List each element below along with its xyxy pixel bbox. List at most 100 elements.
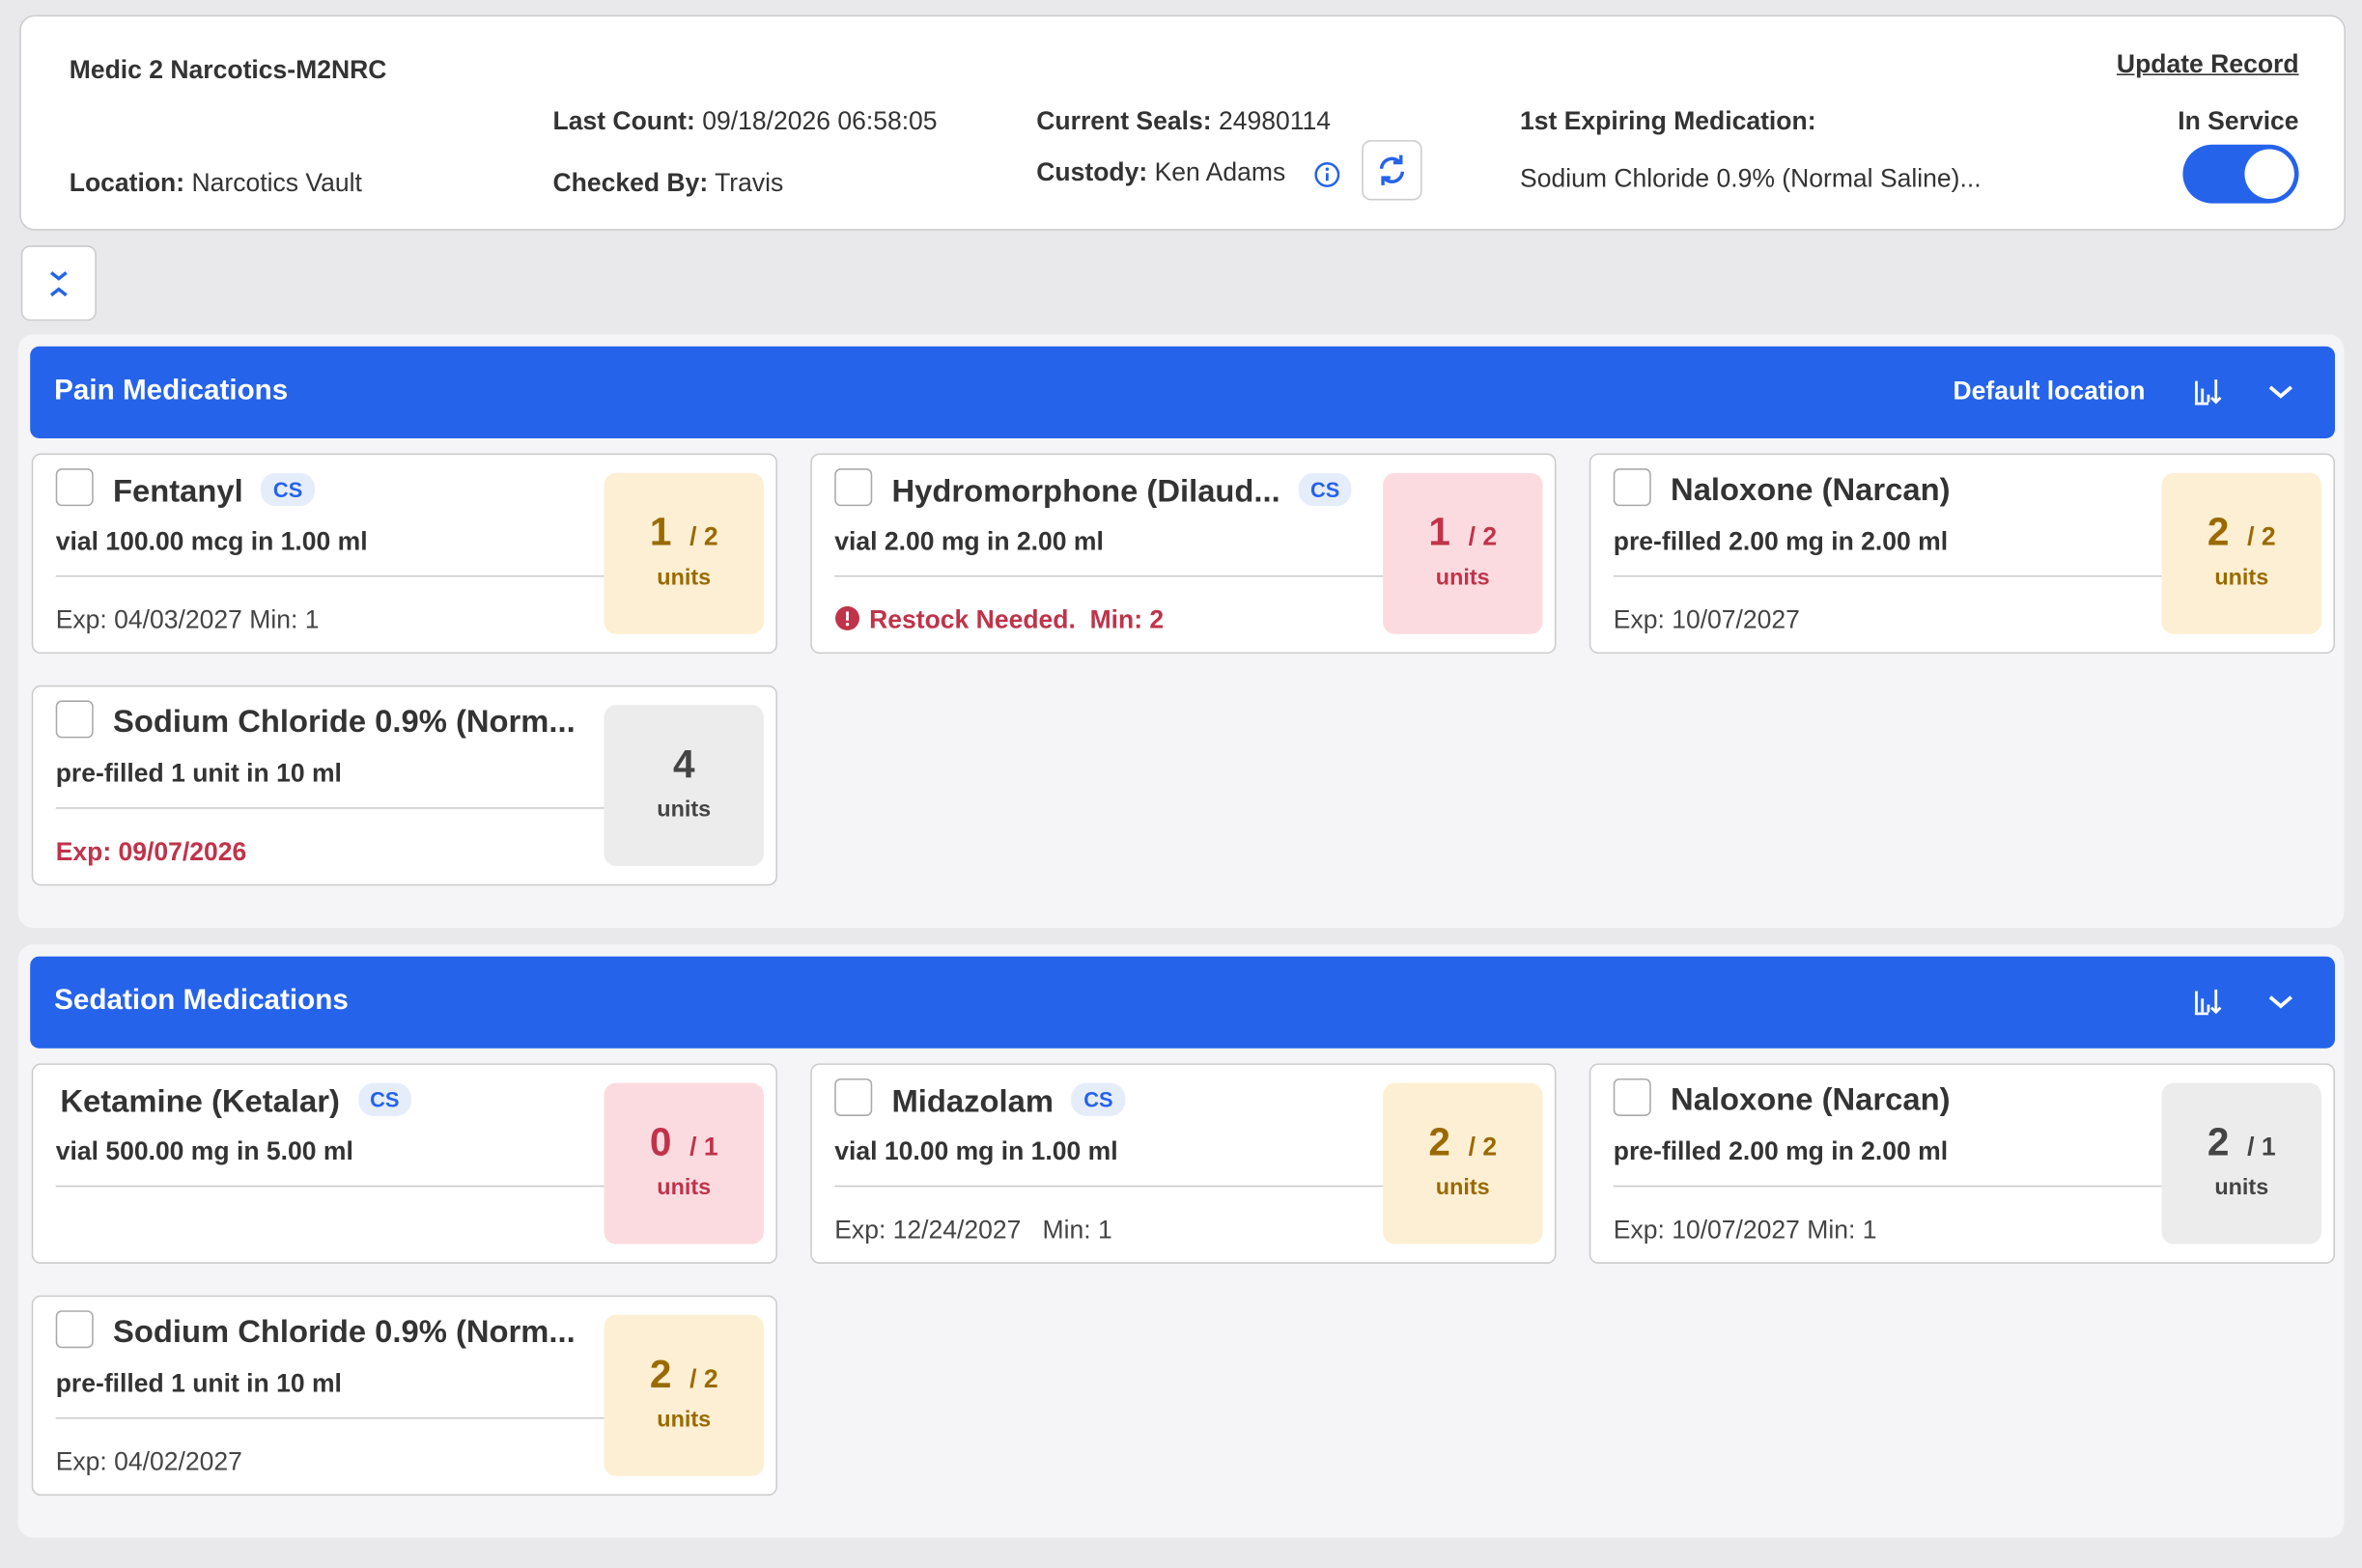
count: 1 / 2 — [605, 509, 764, 555]
sort-icon[interactable] — [2190, 374, 2226, 409]
capacity: / 1 — [689, 1133, 718, 1162]
note: Exp: 09/07/2026 — [56, 837, 247, 867]
default-location[interactable]: Default location — [1953, 377, 2146, 406]
checkbox[interactable] — [1613, 468, 1651, 507]
checked-by: Checked By: Travis — [553, 169, 784, 199]
refresh-button[interactable] — [1362, 140, 1422, 201]
quantity: 2 — [2207, 509, 2230, 555]
note: Exp: 04/03/2027 Min: 1 — [56, 605, 320, 635]
info-icon[interactable] — [1313, 161, 1340, 188]
divider — [55, 574, 606, 577]
medication-card[interactable]: Ketamine (Ketalar) CS vial 500.00 mg in 5.… — [31, 1063, 777, 1264]
quantity: 2 — [2207, 1119, 2230, 1164]
divider — [55, 807, 606, 809]
sort-icon[interactable] — [2190, 984, 2226, 1020]
value: 24980114 — [1218, 106, 1331, 136]
count: 2 / 2 — [1383, 1119, 1542, 1165]
units-label: units — [1435, 565, 1490, 591]
note: Restock Needed. Min: 2 — [834, 605, 1164, 635]
description: vial 100.00 mcg in 1.00 ml — [55, 527, 368, 556]
update-record-link[interactable]: Update Record — [2116, 49, 2299, 79]
description: vial 500.00 mg in 5.00 ml — [55, 1136, 353, 1166]
collapse-all-button[interactable] — [20, 245, 97, 322]
medication-card[interactable]: Naloxone (Narcan) pre-filled 2.00 mg in 2… — [1589, 1063, 2335, 1264]
checkbox[interactable] — [834, 468, 873, 507]
count: 2 / 2 — [2162, 509, 2321, 555]
section-title: Pain Medications — [54, 375, 289, 407]
quantity: 1 — [649, 509, 672, 555]
description: vial 10.00 mg in 1.00 ml — [834, 1136, 1118, 1166]
medication-name: Sodium Chloride 0.9% (Norm... — [113, 705, 576, 741]
note: Exp: 04/02/2027 — [56, 1447, 242, 1477]
checkbox[interactable] — [55, 468, 94, 507]
in-service-label: In Service — [2178, 106, 2299, 136]
section-header[interactable]: Pain Medications Default location — [30, 346, 2336, 438]
medication-card[interactable]: Sodium Chloride 0.9% (Norm... pre-filled … — [31, 1295, 777, 1497]
medication-card[interactable]: Sodium Chloride 0.9% (Norm... pre-filled … — [31, 685, 777, 886]
count-box: 4 units — [604, 705, 764, 866]
count-box: 2 / 2 units — [2161, 472, 2321, 634]
name-text: Naloxone (Narcan) — [1671, 472, 1951, 508]
count: 0 / 1 — [605, 1119, 764, 1165]
toggle-knob — [2244, 149, 2294, 199]
note-text: Restock Needed. Min: 2 — [869, 605, 1165, 634]
expiring-label: 1st Expiring Medication: — [1520, 106, 1816, 136]
checkbox[interactable] — [1613, 1078, 1651, 1116]
value: Travis — [715, 168, 784, 198]
note-text: Exp: 10/07/2027 Min: 1 — [1613, 1215, 1877, 1245]
expand-icon[interactable] — [2263, 984, 2298, 1020]
value: Narcotics Vault — [191, 168, 362, 198]
in-service-toggle[interactable] — [2182, 144, 2299, 204]
divider — [1613, 1185, 2164, 1188]
count-box: 1 / 2 units — [1383, 472, 1543, 634]
units-label: units — [657, 797, 712, 823]
description: pre-filled 1 unit in 10 ml — [55, 759, 342, 788]
count: 4 — [605, 742, 764, 788]
medication-name: Sodium Chloride 0.9% (Norm... — [113, 1315, 576, 1351]
medication-card[interactable]: Hydromorphone (Dilaud... CS vial 2.00 mg i… — [810, 453, 1557, 655]
note-text: Exp: 04/02/2027 — [55, 1447, 242, 1476]
name-text: Ketamine (Ketalar) — [60, 1084, 340, 1120]
checkbox[interactable] — [834, 1078, 873, 1116]
units-label: units — [1435, 1174, 1490, 1201]
checkbox[interactable] — [55, 700, 94, 739]
quantity: 2 — [649, 1351, 672, 1397]
value: Ken Adams — [1154, 157, 1286, 187]
count-box: 2 / 2 units — [1383, 1082, 1543, 1245]
name-text: Sodium Chloride 0.9% (Norm... — [112, 705, 576, 740]
name-text: Fentanyl — [112, 474, 243, 510]
capacity: / 2 — [689, 1364, 718, 1393]
medication-name: Naloxone (Narcan) — [1671, 473, 1950, 509]
medication-card[interactable]: Naloxone (Narcan) pre-filled 2.00 mg in 2… — [1589, 453, 2335, 655]
expand-icon[interactable] — [2263, 374, 2298, 409]
checkbox[interactable] — [55, 1310, 94, 1349]
capacity: / 2 — [1468, 522, 1498, 551]
kit-title: Medic 2 Narcotics-M2NRC — [69, 55, 387, 85]
note: Exp: 10/07/2027 Min: 1 — [1614, 1216, 1877, 1246]
label: Custody: — [1036, 157, 1148, 187]
cs-badge: CS — [357, 1082, 411, 1116]
custody: Custody: Ken Adams — [1036, 158, 1285, 188]
medication-name: Fentanyl CS — [112, 472, 315, 511]
section-title: Sedation Medications — [54, 985, 349, 1017]
cs-badge: CS — [261, 472, 315, 507]
quantity: 4 — [672, 741, 695, 787]
units-label: units — [657, 1407, 712, 1433]
medication-card[interactable]: Midazolam CS vial 10.00 mg in 1.00 ml Exp: … — [810, 1063, 1557, 1264]
cs-badge: CS — [1298, 472, 1352, 507]
label: Current Seals: — [1036, 106, 1212, 136]
name-text: Naloxone (Narcan) — [1671, 1082, 1951, 1118]
medication-card[interactable]: Fentanyl CS vial 100.00 mcg in 1.00 ml Exp:… — [31, 453, 777, 655]
note-text: Exp: 09/07/2026 — [55, 837, 247, 866]
count: 2 / 1 — [2162, 1119, 2321, 1165]
name-text: Midazolam — [891, 1084, 1054, 1120]
medication-name: Midazolam CS — [891, 1082, 1126, 1121]
medication-name: Naloxone (Narcan) — [1671, 1083, 1950, 1119]
quantity: 1 — [1428, 509, 1450, 555]
note: Exp: 12/24/2027 Min: 1 — [834, 1216, 1112, 1246]
divider — [55, 1185, 606, 1188]
divider — [834, 574, 1385, 577]
section-header[interactable]: Sedation Medications — [30, 956, 2336, 1049]
